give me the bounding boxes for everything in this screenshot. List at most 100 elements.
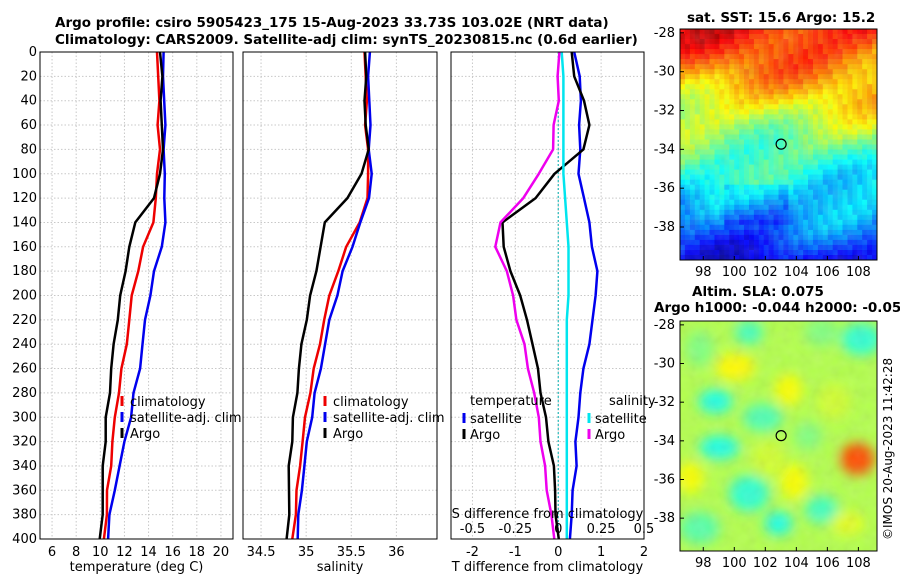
series-line-climatology [102, 51, 162, 540]
legend-entry: satellite-adj. clim [333, 411, 445, 426]
x-tick-label: 14 [140, 545, 157, 560]
y-tick-label: 220 [12, 313, 37, 328]
x-tick-label: 8 [72, 545, 80, 560]
x-tick-label: 100 [722, 556, 747, 571]
y-tick-label: 400 [12, 532, 37, 547]
x-tick-label: 104 [784, 556, 809, 571]
x-tick-label: 18 [189, 545, 206, 560]
x-tick-label: 2 [640, 545, 648, 560]
y-tick-label: 40 [20, 94, 37, 109]
y-tick-label: -32 [654, 104, 675, 119]
sst_map-panel: 98 100 102 104 106 108 -28 -30 -32 -34 -36 -38 [654, 26, 878, 280]
legend-entry: satellite [470, 412, 522, 427]
y-tick-label: 120 [12, 191, 37, 206]
axes-box [242, 51, 438, 540]
top-tick-label: 0.25 [587, 522, 616, 537]
x-tick-label: 36 [388, 545, 405, 560]
y-tick-label: 380 [12, 508, 37, 523]
profile-panel-temperature: 6 8 10 12 14 16 18 20 temperature (deg C) 0 20 40 60… [12, 45, 241, 575]
y-tick-label: 300 [12, 410, 37, 425]
y-tick-label: 180 [12, 264, 37, 279]
sla_map-image [680, 321, 877, 551]
x-tick-label: 6 [48, 545, 56, 560]
legend-entry: satellite-adj. clim [130, 411, 242, 426]
legend-entry: Argo [333, 427, 363, 442]
x-tick-label: 35.5 [337, 545, 366, 560]
axes-box [679, 28, 878, 261]
sst_map-image [680, 29, 877, 260]
x-tick-label: 106 [815, 556, 840, 571]
y-tick-label: 240 [12, 337, 37, 352]
x-tick-label: 102 [753, 556, 778, 571]
x-tick-label: 12 [116, 545, 133, 560]
series-line-s-satellite [560, 51, 570, 539]
argo-position-marker [775, 138, 787, 150]
top-tick-label: 0.5 [634, 522, 655, 537]
x-tick-label: 16 [164, 545, 181, 560]
top-tick-label: -0.5 [460, 522, 485, 537]
top-tick-label: -0.25 [499, 522, 533, 537]
y-tick-label: 80 [20, 142, 37, 157]
legend-entry: Argo [470, 428, 500, 443]
x-tick-label: 98 [695, 265, 712, 280]
series-line-argo [98, 51, 165, 540]
y-tick-label: 340 [12, 459, 37, 474]
y-tick-label: 360 [12, 483, 37, 498]
x-tick-label: 1 [597, 545, 605, 560]
x-tick-label: 102 [753, 265, 778, 280]
axes-box [39, 51, 234, 540]
x-tick-label: 34.5 [247, 545, 276, 560]
x-tick-label: 106 [815, 265, 840, 280]
y-tick-label: 20 [20, 69, 37, 84]
sst-map-title: sat. SST: 15.6 Argo: 15.2 [687, 10, 876, 26]
copyright-text: ©IMOS 20-Aug-2023 11:42:28 [881, 357, 895, 540]
y-tick-label: -38 [654, 511, 675, 526]
series-line-satellite-adj-clim [296, 51, 373, 540]
series-line-s-argo [494, 51, 561, 540]
x-tick-label: 20 [213, 545, 230, 560]
top-tick-label: 0 [554, 522, 562, 537]
profile-panel-salinity: 34.5 35 35.5 36 salinity climatologysatellite… [242, 51, 445, 575]
legend-entry: satellite [595, 412, 647, 427]
y-tick-label: -32 [654, 395, 675, 410]
legend-title-temperature: temperature [470, 394, 552, 409]
series-line-t-argo [501, 51, 591, 540]
legend-entry: climatology [130, 395, 206, 410]
sla_map-panel: 98 100 102 104 106 108 -28 -30 -32 -34 -36 -38 [654, 318, 878, 571]
series-line-satellite-adj-clim [106, 51, 167, 540]
y-tick-label: -34 [654, 142, 675, 157]
figure-title-line1: Argo profile: csiro 5905423_175 15-Aug-2… [55, 15, 609, 31]
y-tick-label: -38 [654, 220, 675, 235]
figure-title-line2: Climatology: CARS2009. Satellite-adj cli… [55, 32, 638, 48]
sla-map-title-line2: Argo h1000: -0.044 h2000: -0.057 [654, 300, 900, 316]
y-tick-label: 280 [12, 386, 37, 401]
y-tick-label: -36 [654, 472, 675, 487]
argo-position-marker [775, 430, 787, 442]
y-tick-label: -34 [654, 434, 675, 449]
y-tick-label: 200 [12, 289, 37, 304]
x-axis-label: salinity [317, 560, 364, 575]
y-tick-label: 160 [12, 240, 37, 255]
y-tick-label: 260 [12, 362, 37, 377]
map-texture [680, 29, 877, 260]
sla-map-title-line1: Altim. SLA: 0.075 [692, 284, 824, 300]
axes-box [450, 51, 645, 540]
x-axis-label: T difference from climatology [451, 560, 644, 575]
map-texture [680, 321, 877, 551]
y-tick-label: -36 [654, 181, 675, 196]
y-tick-label: -28 [654, 26, 675, 41]
x-axis-label: temperature (deg C) [70, 560, 204, 575]
x-tick-label: 98 [695, 556, 712, 571]
x-tick-label: -1 [509, 545, 522, 560]
x-tick-label: -2 [466, 545, 479, 560]
axes-box [679, 320, 878, 552]
top-axis-label: S difference from climatology [452, 507, 644, 522]
x-tick-label: 108 [846, 265, 871, 280]
legend-entry: climatology [333, 395, 409, 410]
series-line-argo [285, 51, 370, 540]
x-tick-label: 108 [846, 556, 871, 571]
x-tick-label: 104 [784, 265, 809, 280]
y-tick-label: -30 [654, 65, 675, 80]
y-tick-label: -30 [654, 357, 675, 372]
